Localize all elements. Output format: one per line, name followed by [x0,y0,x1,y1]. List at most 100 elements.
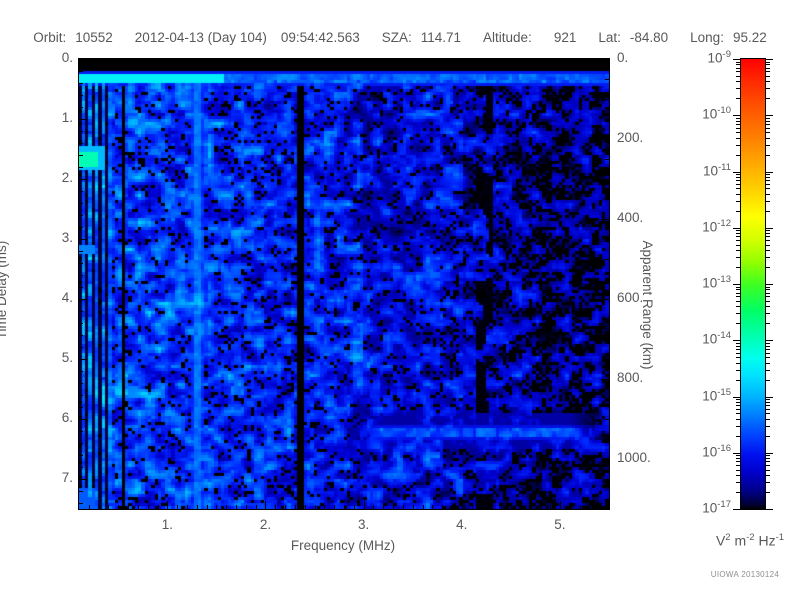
x-minor-tick-top [186,59,188,63]
y-left-minor-tick [79,503,83,504]
y-axis-left-title: Time Delay (ms) [0,240,9,340]
orbit-value: 10552 [75,30,113,45]
y-right-major-tick [601,59,609,60]
y-left-minor-tick [79,275,83,276]
y-left-tick-label: 1. [61,110,73,125]
x-minor-tick [304,505,306,509]
colorbar-minor-tick-left [736,257,741,259]
colorbar-minor-tick-right [765,413,770,415]
y-right-minor-tick [605,239,609,240]
x-minor-tick [412,505,414,509]
colorbar-minor-tick-left [736,418,741,420]
colorbar-minor-tick-right [765,75,770,77]
observation-time: 09:54:42.563 [280,30,360,45]
x-minor-tick-top [196,59,198,63]
colorbar-minor-tick-right [765,286,770,288]
x-minor-tick [88,505,90,509]
colorbar-minor-tick-left [736,300,741,302]
y-right-minor-tick [605,179,609,180]
colorbar-minor-tick-left [736,313,741,315]
y-right-tick-label: 1000. [617,450,651,465]
colorbar-minor-tick-left [736,469,741,471]
colorbar-minor-tick-left [736,210,741,212]
x-minor-tick [609,505,610,509]
colorbar-minor-tick-right [765,369,770,371]
colorbar-unit-label: V2 m-2 Hz-1 [690,532,800,549]
y-left-minor-tick [79,443,83,444]
x-minor-tick [540,505,542,509]
x-major-tick-top [363,59,365,67]
colorbar-minor-tick-right [765,435,770,437]
colorbar-minor-tick-left [736,154,741,156]
colorbar-minor-tick-right [765,123,770,125]
colorbar-minor-tick-left [736,75,741,77]
x-major-tick-top [559,59,561,67]
colorbar-minor-tick-right [765,408,770,410]
y-right-tick-label: 200. [617,130,644,145]
colorbar-minor-tick-right [765,482,770,484]
unit-v-exponent: 2 [725,532,731,543]
institution-credit: UIOWA 20130124 [710,570,780,579]
x-minor-tick-top [177,59,179,63]
colorbar-minor-tick-left [736,482,741,484]
x-minor-tick-top [226,59,228,63]
y-left-minor-tick [79,323,83,324]
colorbar-minor-tick-right [765,193,770,195]
colorbar-minor-tick-right [765,174,770,176]
x-minor-tick-top [422,59,424,63]
y-right-major-tick [601,459,609,460]
x-minor-tick-top [275,59,277,63]
x-minor-tick [216,505,218,509]
x-minor-tick-top [442,59,444,63]
x-minor-tick-top [324,59,326,63]
colorbar-major-tick-right [765,452,773,454]
x-tick-label: 4. [456,517,468,532]
altitude-value: 921 [553,30,577,45]
y-left-major-tick [79,359,87,360]
colorbar-minor-tick-right [765,240,770,242]
y-left-minor-tick [79,491,83,492]
x-minor-tick [98,505,100,509]
colorbar-minor-tick-right [765,98,770,100]
x-minor-tick-top [285,59,287,63]
colorbar-minor-tick-left [736,123,741,125]
x-minor-tick [579,505,581,509]
observation-date: 2012-04-13 (Day 104) [134,30,267,45]
colorbar-minor-tick-left [736,323,741,325]
x-minor-tick [599,505,601,509]
x-minor-tick-top [216,59,218,63]
colorbar-minor-tick-right [765,132,770,134]
colorbar-minor-tick-right [765,292,770,294]
colorbar-minor-tick-left [736,348,741,350]
y-right-minor-tick [605,319,609,320]
colorbar-minor-tick-right [765,267,770,269]
colorbar-minor-tick-left [736,193,741,195]
colorbar-minor-tick-right [765,405,770,407]
colorbar-minor-tick-right [765,71,770,73]
x-minor-tick [275,505,277,509]
x-minor-tick-top [540,59,542,63]
y-right-minor-tick [605,499,609,500]
unit-v: V [715,532,726,549]
y-left-tick-label: 0. [61,50,73,65]
x-minor-tick [236,505,238,509]
y-left-minor-tick [79,311,83,312]
colorbar-minor-tick-right [765,455,770,457]
y-right-minor-tick [605,419,609,420]
x-minor-tick [491,505,493,509]
lat-label: Lat: [598,30,621,45]
y-right-tick-label: 400. [617,210,644,225]
x-minor-tick-top [236,59,238,63]
radargram-plot-area [78,58,610,510]
colorbar-minor-tick-left [736,244,741,246]
y-left-minor-tick [79,215,83,216]
colorbar-minor-tick-right [765,180,770,182]
y-right-minor-tick [605,439,609,440]
colorbar-minor-tick-right [765,210,770,212]
x-tick-label: 2. [259,517,272,532]
y-left-minor-tick [79,431,83,432]
altitude-label: Altitude: [483,30,532,45]
x-minor-tick [353,505,355,509]
x-minor-tick [285,505,287,509]
x-minor-tick-top [255,59,257,63]
